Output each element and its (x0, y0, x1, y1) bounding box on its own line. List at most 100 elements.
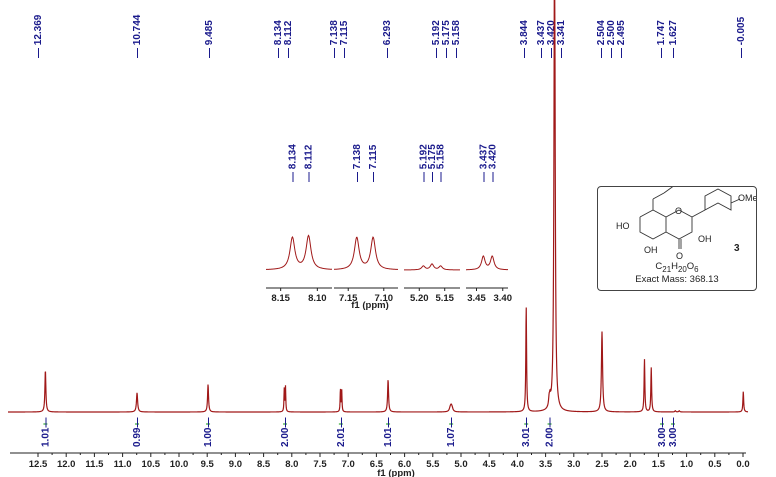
exact-mass: Exact Mass: 368.13 (635, 274, 719, 285)
inset-expansion: 8.15 8.10 — 8.134 — 8.112 7.15 7.10 — 7.138 — 7… (265, 144, 513, 311)
peak-label: — 8.134 (273, 20, 284, 58)
formula-c-count: 21 (662, 264, 672, 274)
x-tick-label: 9.0 (229, 459, 242, 470)
x-tick-label: 0.0 (736, 459, 749, 470)
inset-peak-label: — 7.138 (352, 144, 363, 182)
integral-value: 2.01— (336, 418, 347, 447)
peak-label: — 2.495 (616, 20, 627, 58)
x-tick-label: 6.5 (370, 459, 384, 470)
x-tick-label: 8.5 (257, 459, 271, 470)
inset-peak-label: — 5.192 (418, 144, 429, 182)
formula-o: O (686, 261, 695, 272)
integral-value: 2.00— (545, 418, 556, 447)
integral-value: 0.99— (132, 418, 143, 447)
x-tick-label: 7.0 (342, 459, 355, 470)
x-tick-label: 10.5 (142, 459, 161, 470)
inset-tick-label: 3.45 (467, 293, 486, 304)
x-tick-label: 9.5 (201, 459, 215, 470)
inset-x-title: f1 (ppm) (351, 300, 388, 311)
peak-label: — 2.504 (596, 20, 607, 58)
molecule-structure: HO OMe O OH OH O (616, 187, 756, 261)
inset-tick-label: 7.10 (375, 293, 394, 304)
peak-label: — 5.192 (431, 20, 442, 58)
carbonyl-o-label: O (676, 251, 683, 261)
x-tick-label: 3.0 (567, 459, 580, 470)
ho-label: HO (616, 221, 630, 231)
x-tick-label: 5.5 (426, 459, 440, 470)
x-tick-label: 2.0 (624, 459, 637, 470)
x-tick-label: 8.0 (285, 459, 298, 470)
inset-peak-label: — 5.175 (427, 144, 438, 182)
x-tick-label: 4.0 (511, 459, 524, 470)
inset-tick-label: 8.15 (271, 293, 290, 304)
spectrum-line (8, 0, 749, 413)
peak-label: — 6.293 (382, 20, 393, 58)
inset-tick-label: 5.20 (410, 293, 429, 304)
x-tick-label: 11.5 (85, 459, 104, 470)
peak-label-group: — 12.369 — 10.744 — 9.485 — 8.134— 8.112 — 7… (33, 14, 747, 58)
x-tick-label: 11.0 (114, 459, 132, 470)
integral-labels: 1.01— 0.99— 1.00— 2.00— 2.01— 1.01— 1.07— 3.01—… (40, 418, 679, 447)
inset-peak-label: — 3.420 (487, 144, 498, 182)
peak-label: — 5.175 (441, 20, 452, 58)
inset-peak-label: — 5.158 (436, 144, 447, 182)
x-tick-label: 1.5 (652, 459, 666, 470)
x-tick-label: 1.0 (680, 459, 693, 470)
integral-value: 3.00— (657, 418, 668, 447)
integral-value: 1.01— (383, 418, 394, 447)
peak-label: — -0.005 (736, 16, 747, 58)
x-tick-label: 2.5 (595, 459, 609, 470)
x-tick-label: 7.5 (313, 459, 327, 470)
peak-label: — 3.437 (536, 20, 547, 58)
integral-value: 1.07— (446, 418, 457, 447)
integral-value: 2.00— (280, 418, 291, 447)
peak-label: — 10.744 (132, 14, 143, 58)
formula-h: H (671, 261, 678, 272)
inset-tick-label: 3.40 (494, 293, 513, 304)
integral-value: 3.01— (521, 418, 532, 447)
peak-label: — 1.747 (656, 20, 667, 58)
x-axis: 12.5 12.0 11.5 11.0 10.5 10.0 9.5 9.0 8.5 8.0 7.5 7… (10, 452, 750, 477)
x-tick-label: 3.5 (539, 459, 553, 470)
oh5-label: OH (644, 245, 658, 255)
peak-label: — 7.115 (339, 20, 350, 58)
x-tick-label: 4.5 (483, 459, 497, 470)
x-axis-title: f1 (ppm) (377, 468, 414, 477)
inset-trace (403, 263, 461, 271)
inset-trace (333, 236, 399, 270)
x-tick-label: 10.0 (170, 459, 189, 470)
inset-peak-label: — 8.112 (304, 144, 315, 182)
inset-tick-label: 8.10 (308, 293, 327, 304)
formula-h-count: 20 (677, 264, 687, 274)
inset-trace (465, 255, 509, 271)
inset-peak-label: — 8.134 (287, 144, 298, 182)
inset-tick-label: 5.15 (435, 293, 454, 304)
inset-peak-label: — 3.437 (478, 144, 489, 182)
x-tick-label: 12.0 (57, 459, 76, 470)
x-tick-label: 12.5 (29, 459, 48, 470)
integral-value: 1.01— (40, 418, 51, 447)
integral-value: 3.00— (668, 418, 679, 447)
spectrum-trace (8, 0, 749, 413)
peak-label: — 3.844 (519, 20, 530, 58)
peak-label: — 3.420 (546, 20, 557, 58)
peak-label: — 9.485 (204, 20, 215, 58)
peak-label: — 7.138 (329, 20, 340, 58)
compound-number: 3 (734, 243, 740, 254)
structure-box: HO OMe O OH OH O 3 C21H20O6 Exact Mass: … (597, 186, 757, 291)
peak-label: — 1.627 (668, 20, 679, 58)
peak-label: — 12.369 (33, 14, 44, 58)
formula-c: C (655, 261, 663, 272)
inset-peak-label: — 7.115 (368, 144, 379, 182)
ome-label: OMe (738, 193, 756, 203)
formula-o-count: 6 (694, 264, 699, 274)
x-tick-label: 0.5 (708, 459, 722, 470)
integral-value: 1.00— (203, 418, 214, 447)
peak-label: — 3.341 (556, 20, 567, 58)
x-tick-label: 6.0 (398, 459, 411, 470)
peak-label: — 5.158 (451, 20, 462, 58)
peak-label: — 2.500 (606, 20, 617, 58)
peak-label: — 8.112 (283, 20, 294, 58)
oh3-label: OH (698, 234, 712, 244)
